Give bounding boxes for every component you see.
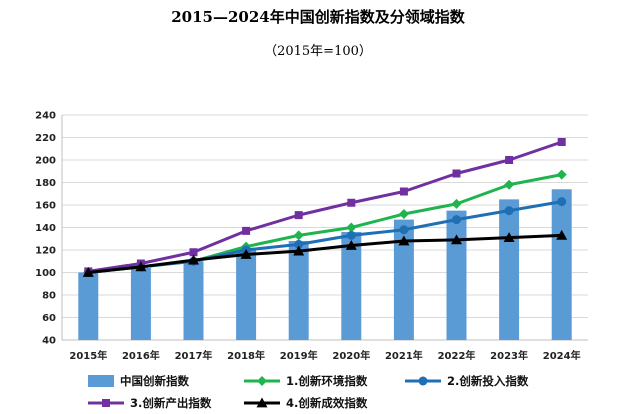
data-point [451, 234, 462, 245]
legend-marker [418, 376, 428, 386]
legend-label: 1.创新环境指数 [286, 374, 368, 388]
y-tick-label: 220 [35, 133, 56, 144]
y-tick-label: 60 [42, 313, 56, 324]
x-tick-label: 2016年 [122, 349, 160, 362]
data-point [557, 138, 566, 146]
legend-label: 3.创新产出指数 [130, 396, 212, 410]
data-point [346, 230, 356, 240]
data-point [505, 156, 514, 164]
x-tick-label: 2022年 [438, 349, 476, 362]
tick-labels: 40 60 80 100 120 140 160 180 200 220 240 2015年 2016年… [35, 111, 580, 363]
bar [288, 241, 309, 340]
data-point [504, 179, 515, 190]
bar-series [78, 189, 572, 340]
y-tick-label: 160 [35, 201, 56, 212]
y-tick-label: 40 [42, 336, 56, 347]
x-tick-label: 2015年 [69, 349, 107, 362]
x-tick-label: 2019年 [280, 349, 318, 362]
data-point [293, 245, 305, 256]
data-point [399, 225, 409, 235]
data-point [242, 226, 251, 235]
data-point [293, 230, 304, 241]
data-point [504, 206, 514, 216]
bar [183, 261, 204, 340]
bar [551, 189, 572, 340]
data-point [452, 215, 461, 225]
data-point [347, 198, 356, 207]
x-tick-label: 2021年 [385, 349, 423, 362]
data-point [399, 187, 408, 196]
y-tick-label: 140 [35, 223, 56, 234]
data-point [451, 198, 462, 209]
legend-label: 2.创新投入指数 [447, 374, 529, 388]
data-point [135, 261, 147, 272]
legend-marker [257, 376, 267, 386]
bar [499, 199, 520, 340]
legend-label: 中国创新指数 [120, 374, 189, 388]
x-tick-label: 2017年 [175, 349, 213, 362]
data-point [82, 267, 94, 277]
y-tick-label: 200 [35, 156, 56, 167]
data-point [346, 222, 357, 233]
x-tick-label: 2018年 [227, 349, 265, 362]
data-point [556, 169, 567, 180]
x-tick-label: 2023年 [490, 349, 528, 362]
data-point [294, 239, 304, 249]
x-tick-label: 2024年 [543, 349, 581, 362]
bar [393, 219, 414, 340]
series-line [88, 140, 563, 273]
data-point [557, 197, 567, 207]
line-series [82, 138, 568, 278]
legend-label: 4.创新成效指数 [286, 396, 368, 410]
y-tick-label: 120 [35, 246, 56, 257]
bar [341, 232, 362, 340]
data-point [503, 232, 515, 243]
x-tick-label: 2020年 [332, 349, 370, 362]
data-point [556, 229, 568, 240]
bar [236, 247, 257, 340]
bar [130, 268, 151, 340]
legend: 中国创新指数 1.创新环境指数 2.创新投入指数 3.创新产出指数 4.创新成效指数 [88, 374, 529, 410]
data-point [188, 254, 199, 265]
series-line [88, 173, 562, 274]
bar [78, 272, 99, 340]
y-tick-label: 240 [35, 111, 56, 122]
data-point [345, 240, 357, 250]
y-tick-label: 180 [35, 178, 56, 189]
data-point [398, 209, 409, 219]
legend-marker [256, 397, 268, 408]
data-point [294, 211, 303, 220]
data-point [189, 248, 198, 257]
y-tick-label: 80 [42, 291, 56, 302]
legend-swatch [88, 375, 114, 387]
y-tick-label: 100 [35, 268, 56, 279]
chart-subtitle: （2015年=100） [264, 44, 372, 59]
chart-title: 2015—2024年中国创新指数及分领域指数 [171, 8, 465, 26]
data-point [240, 249, 252, 259]
bar [446, 210, 467, 340]
data-point [452, 169, 461, 178]
data-point [398, 235, 410, 246]
legend-marker [102, 399, 110, 407]
series-line [88, 233, 562, 274]
